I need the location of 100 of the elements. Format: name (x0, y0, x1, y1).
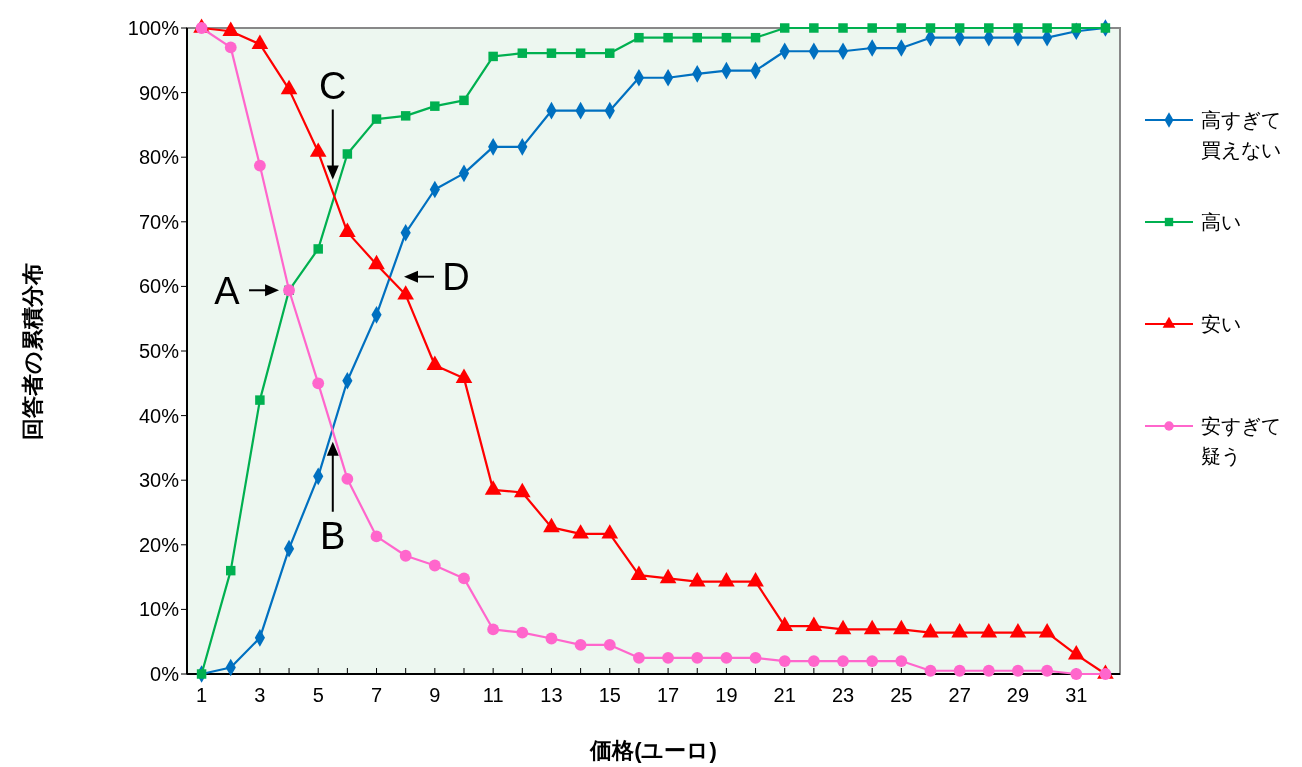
point (778, 655, 791, 667)
point (459, 95, 469, 106)
point (747, 572, 764, 587)
annotation: A (214, 269, 241, 312)
point (834, 619, 852, 635)
legend-label: 高すぎて買えない (1201, 109, 1281, 161)
point (1009, 623, 1027, 638)
point (371, 114, 382, 124)
point (253, 159, 266, 172)
point (342, 149, 353, 159)
point (430, 101, 440, 111)
x-tick-label: 9 (429, 684, 441, 706)
point (838, 23, 848, 33)
y-tick-label: 30% (138, 469, 180, 492)
point (895, 655, 908, 667)
point (982, 664, 995, 677)
legend-label: 高い (1201, 211, 1241, 233)
point (630, 565, 648, 580)
y-tick-label: 70% (138, 210, 180, 233)
x-tick-label: 15 (598, 684, 621, 706)
point (954, 23, 965, 33)
y-tick-label: 90% (138, 81, 180, 104)
y-tick-label: 80% (138, 146, 180, 169)
y-tick-label: 10% (138, 598, 180, 621)
x-tick-label: 7 (370, 684, 383, 706)
point (718, 572, 735, 587)
point (1100, 23, 1111, 33)
point (924, 664, 937, 677)
x-tick-label: 11 (482, 684, 504, 706)
point (195, 22, 208, 34)
point (225, 565, 236, 576)
point (688, 572, 706, 587)
x-tick-label: 25 (890, 684, 913, 706)
point (867, 23, 877, 33)
point (543, 517, 560, 533)
y-tick-label: 0% (150, 663, 180, 685)
point (893, 619, 910, 635)
point (313, 244, 323, 254)
point (196, 669, 207, 679)
point (659, 568, 677, 584)
point (458, 572, 470, 585)
annotation: B (320, 515, 346, 558)
point (750, 32, 761, 43)
legend-label: 安い (1201, 313, 1241, 335)
annotation: D (442, 256, 470, 299)
point (603, 639, 616, 651)
point (984, 23, 994, 33)
point (312, 377, 325, 390)
point (400, 111, 411, 121)
point (487, 623, 500, 636)
point (426, 355, 444, 371)
point (896, 23, 907, 33)
point (805, 616, 823, 631)
point (572, 524, 589, 539)
point (749, 651, 762, 664)
point (721, 32, 732, 43)
point (341, 473, 354, 485)
point (1042, 23, 1052, 33)
point (488, 51, 498, 62)
x-tick-label: 21 (773, 684, 796, 706)
x-tick-label: 17 (656, 684, 680, 706)
point (517, 48, 528, 58)
point (925, 23, 936, 33)
point (1038, 623, 1056, 638)
point (255, 395, 265, 405)
x-tick-label: 29 (1006, 684, 1030, 706)
x-tick-label: 13 (540, 684, 563, 706)
point (516, 626, 529, 639)
point (980, 623, 998, 638)
point (513, 482, 531, 498)
point (545, 632, 558, 645)
point (575, 48, 586, 58)
x-tick-label: 31 (1065, 684, 1088, 706)
legend-label: 安すぎて疑う (1201, 415, 1281, 467)
x-tick-label: 3 (254, 684, 266, 706)
x-tick-label: 27 (948, 684, 971, 706)
y-tick-label: 20% (138, 533, 180, 556)
y-tick-label: 40% (138, 404, 180, 427)
point (633, 651, 645, 664)
y-tick-label: 60% (138, 275, 180, 298)
point (224, 41, 237, 54)
point (692, 32, 702, 43)
point (1012, 664, 1024, 677)
point (399, 549, 412, 562)
point (720, 651, 733, 664)
annotation: C (319, 64, 347, 107)
point (397, 285, 414, 300)
point (691, 651, 704, 664)
point (776, 616, 794, 631)
point (837, 655, 849, 667)
x-axis-title: 価格(ユーロ) (589, 738, 717, 763)
point (663, 32, 673, 43)
point (807, 655, 820, 667)
point (574, 639, 587, 651)
point (1041, 664, 1054, 677)
point (484, 480, 502, 495)
point (922, 623, 939, 638)
y-axis-title: 回答者の累積分布 (20, 262, 45, 440)
point (951, 623, 968, 638)
x-tick-label: 1 (196, 684, 208, 706)
